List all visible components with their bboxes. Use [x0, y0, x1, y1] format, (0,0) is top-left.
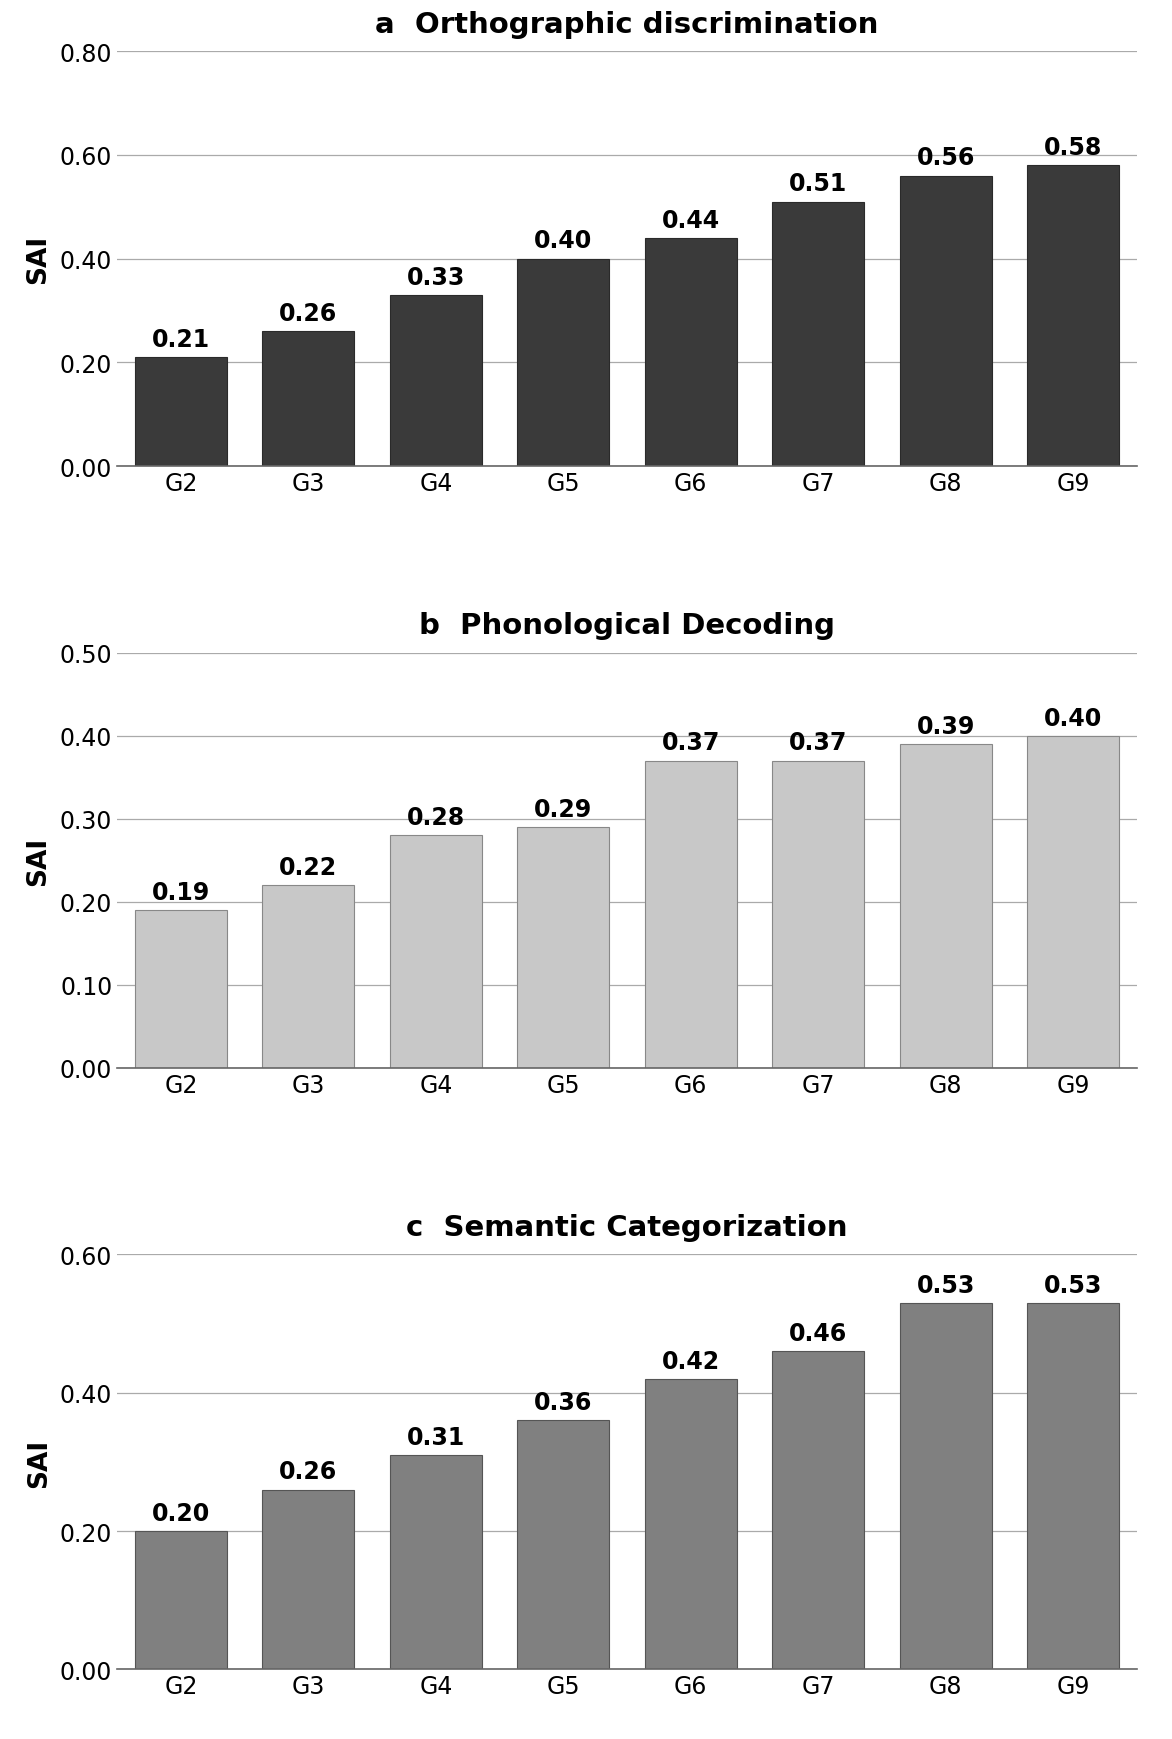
Bar: [517, 259, 609, 466]
Text: 0.58: 0.58: [1044, 136, 1103, 160]
Bar: [263, 1490, 354, 1669]
Bar: [390, 1456, 482, 1669]
Text: 0.21: 0.21: [152, 327, 210, 351]
Text: 0.28: 0.28: [407, 805, 465, 830]
Text: 0.53: 0.53: [917, 1273, 975, 1297]
Title: b  Phonological Decoding: b Phonological Decoding: [420, 612, 834, 640]
Text: 0.46: 0.46: [789, 1322, 847, 1346]
Y-axis label: SAI: SAI: [26, 836, 52, 885]
Y-axis label: SAI: SAI: [26, 235, 52, 283]
Text: 0.36: 0.36: [534, 1391, 593, 1414]
Bar: [772, 1351, 864, 1669]
Text: 0.33: 0.33: [407, 266, 465, 290]
Text: 0.51: 0.51: [789, 172, 847, 197]
Bar: [263, 332, 354, 466]
Title: c  Semantic Categorization: c Semantic Categorization: [407, 1214, 847, 1242]
Text: 0.56: 0.56: [917, 146, 975, 170]
Text: 0.42: 0.42: [662, 1349, 720, 1372]
Bar: [390, 296, 482, 466]
Bar: [135, 358, 227, 466]
Bar: [135, 1532, 227, 1669]
Text: 0.53: 0.53: [1044, 1273, 1103, 1297]
Bar: [1027, 1303, 1119, 1669]
Bar: [900, 1303, 992, 1669]
Text: 0.37: 0.37: [661, 730, 720, 755]
Bar: [645, 1379, 737, 1669]
Text: 0.19: 0.19: [152, 880, 210, 904]
Bar: [900, 744, 992, 1068]
Bar: [263, 885, 354, 1068]
Text: 0.40: 0.40: [1044, 706, 1102, 730]
Bar: [772, 202, 864, 466]
Text: 0.26: 0.26: [279, 303, 338, 325]
Bar: [1027, 736, 1119, 1068]
Bar: [517, 828, 609, 1068]
Bar: [772, 762, 864, 1068]
Bar: [517, 1421, 609, 1669]
Bar: [1027, 167, 1119, 466]
Bar: [900, 177, 992, 466]
Y-axis label: SAI: SAI: [26, 1438, 52, 1487]
Bar: [390, 836, 482, 1068]
Text: 0.20: 0.20: [152, 1501, 210, 1525]
Text: 0.44: 0.44: [662, 209, 720, 233]
Text: 0.37: 0.37: [789, 730, 847, 755]
Text: 0.22: 0.22: [279, 856, 338, 880]
Text: 0.26: 0.26: [279, 1459, 338, 1483]
Text: 0.40: 0.40: [534, 230, 592, 254]
Text: 0.31: 0.31: [407, 1424, 465, 1449]
Bar: [645, 762, 737, 1068]
Text: 0.39: 0.39: [917, 715, 975, 739]
Bar: [135, 911, 227, 1068]
Title: a  Orthographic discrimination: a Orthographic discrimination: [375, 10, 879, 38]
Bar: [645, 238, 737, 466]
Text: 0.29: 0.29: [534, 798, 592, 821]
